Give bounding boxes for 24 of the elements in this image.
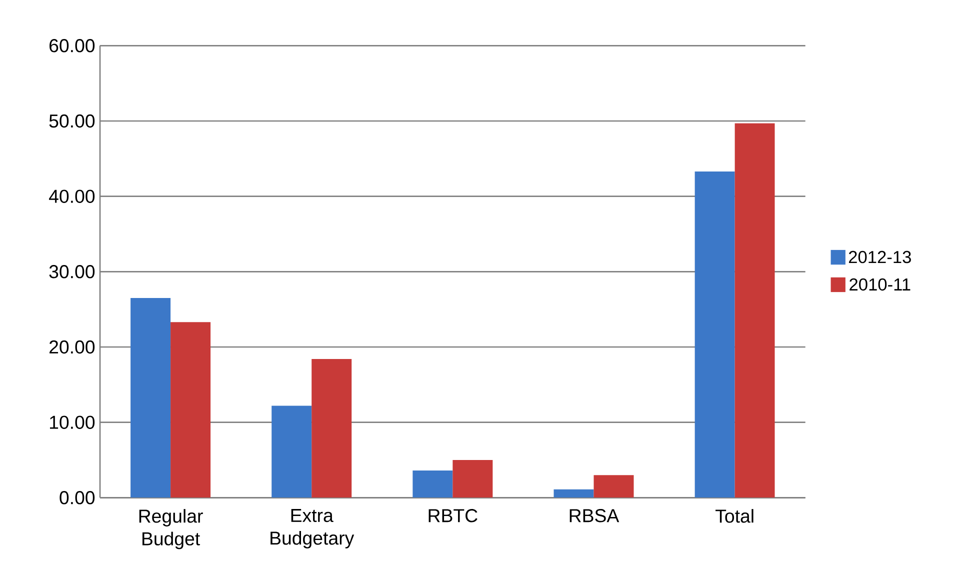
y-tick-label: 40.00: [49, 190, 95, 203]
legend-label: 2012-13: [848, 250, 911, 264]
y-tick-label: 60.00: [50, 39, 95, 52]
bar: [130, 298, 171, 498]
y-tick-label: 10.00: [50, 416, 95, 429]
bar: [554, 489, 594, 498]
x-tick-label: RBSA: [570, 509, 620, 522]
y-tick-label: 30.00: [49, 265, 95, 278]
bar: [452, 460, 493, 498]
y-tick-label: 0.00: [60, 491, 95, 504]
legend-label: 2010-11: [850, 278, 910, 291]
bar: [734, 123, 775, 498]
x-tick-label: Regular Budget: [139, 509, 203, 550]
bar: [412, 470, 453, 498]
bar: [170, 322, 211, 498]
bar: [272, 406, 312, 498]
y-tick-label: 20.00: [50, 340, 95, 354]
x-tick-label: RBTC: [428, 509, 478, 522]
y-tick-label: 50.00: [49, 114, 95, 128]
bar: [594, 475, 634, 498]
bar: [312, 359, 352, 498]
bar: [694, 171, 735, 498]
x-tick-label: Total: [716, 509, 754, 523]
x-tick-label: Extra Budgetary: [270, 509, 354, 548]
